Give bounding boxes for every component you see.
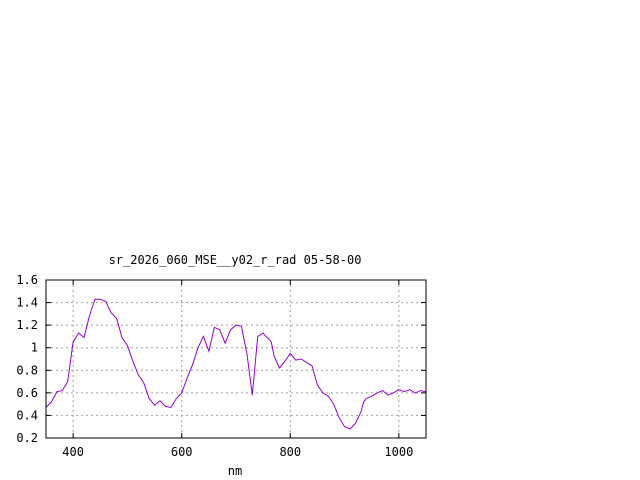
x-axis-label: nm xyxy=(228,464,242,478)
y-tick-label: 0.8 xyxy=(16,363,38,377)
y-tick-label: 1 xyxy=(31,341,38,355)
grid xyxy=(46,280,426,438)
y-tick-label: 1.4 xyxy=(16,296,38,310)
chart-title: sr_2026_060_MSE__y02_r_rad 05-58-00 xyxy=(109,253,362,267)
x-tick-label: 800 xyxy=(279,445,301,459)
x-tick-label: 600 xyxy=(171,445,193,459)
y-tick-label: 0.6 xyxy=(16,386,38,400)
axes: 0.2 0.4 0.6 0.8 1 1.2 1.4 1.6 400 600 800 1000 xyxy=(16,273,426,459)
series-line xyxy=(45,298,427,430)
y-tick-label: 1.2 xyxy=(16,318,38,332)
y-tick-label: 0.4 xyxy=(16,408,38,422)
y-tick-label: 0.2 xyxy=(16,431,38,445)
x-tick-label: 400 xyxy=(62,445,84,459)
y-tick-label: 1.6 xyxy=(16,273,38,287)
x-tick-label: 1000 xyxy=(384,445,413,459)
plot-frame xyxy=(45,279,427,439)
